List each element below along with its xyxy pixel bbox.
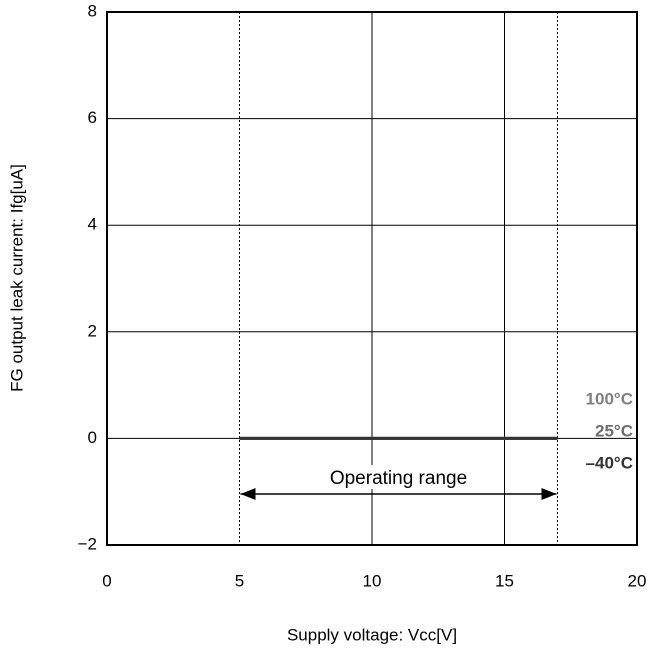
- y-axis-label: FG output leak current: Ifg[uA]: [7, 164, 26, 392]
- x-tick-label: 20: [628, 571, 647, 590]
- y-tick-label: 0: [88, 428, 97, 447]
- plot-frame: [106, 11, 638, 546]
- annotation-text: Operating range: [330, 468, 467, 489]
- x-axis-label: Supply voltage: Vcc[V]: [287, 625, 457, 644]
- x-tick-label: 15: [495, 571, 514, 590]
- y-tick-label: −2: [78, 534, 97, 553]
- series-label: –40°C: [586, 453, 633, 472]
- y-tick-label: 8: [88, 1, 97, 20]
- series-label: 100°C: [586, 389, 633, 408]
- series-label: 25°C: [595, 421, 633, 440]
- y-tick-label: 6: [88, 108, 97, 127]
- y-tick-label: 2: [88, 321, 97, 340]
- y-tick-label: 4: [88, 215, 97, 234]
- x-tick-label: 0: [102, 571, 111, 590]
- x-tick-label: 5: [235, 571, 244, 590]
- annotation-bg: [303, 465, 494, 489]
- x-tick-label: 10: [363, 571, 382, 590]
